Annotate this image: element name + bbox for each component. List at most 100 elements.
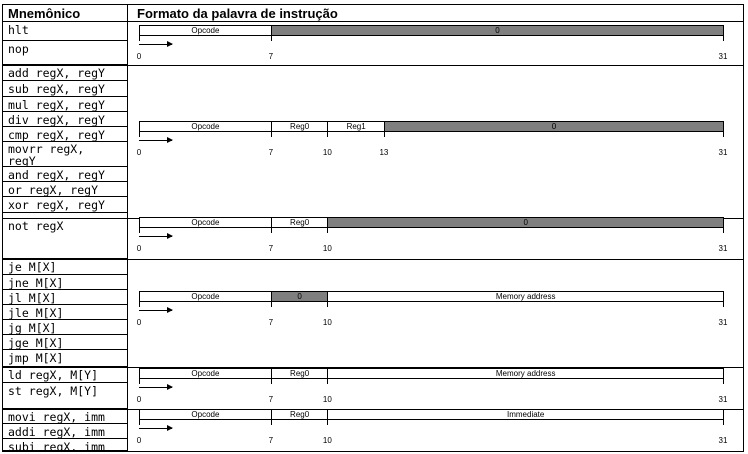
bit-tick xyxy=(270,36,272,41)
bit-position-label: 7 xyxy=(268,395,274,404)
bit-tick xyxy=(270,379,272,384)
mnemonic-cell: and regX, regY xyxy=(3,167,127,182)
mnemonic-cell: st regX, M[Y] xyxy=(3,383,127,409)
bit-position-label: 10 xyxy=(322,436,332,445)
header-mnemonic: Mnemônico xyxy=(3,5,127,22)
bit-field: Opcode xyxy=(139,409,272,420)
bit-tick xyxy=(723,228,724,233)
bit-field: 0 xyxy=(383,121,724,132)
mnemonic-cell: movrr regX, regY xyxy=(3,142,127,167)
bit-position-label: 10 xyxy=(322,148,332,157)
header-format: Formato da palavra de instrução xyxy=(127,5,743,22)
bit-tick xyxy=(723,420,724,425)
bit-position-label: 0 xyxy=(136,318,142,327)
bit-tick xyxy=(270,420,272,425)
bit-tick xyxy=(327,132,329,137)
bit-tick xyxy=(139,302,140,307)
mnemonic-cell: jne M[X] xyxy=(3,275,127,290)
bit-position-label: 7 xyxy=(268,318,274,327)
mnemonic-cell: jl M[X] xyxy=(3,290,127,305)
mnemonic-cell: mul regX, regY xyxy=(3,97,127,112)
bit-field: 0 xyxy=(270,25,724,36)
mnemonic-cell: addi regX, imm xyxy=(3,424,127,439)
bit-position-label: 0 xyxy=(136,244,142,253)
bit-position-label: 7 xyxy=(268,436,274,445)
mnemonic-cell: sub regX, regY xyxy=(3,81,127,97)
bit-field: Memory address xyxy=(327,368,724,379)
bit-field: Opcode xyxy=(139,368,272,379)
bit-position-label: 7 xyxy=(268,148,274,157)
bit-tick xyxy=(270,132,272,137)
bit-position-label: 31 xyxy=(718,395,728,404)
instruction-word-diagram: Opcode 0 0 7 31 xyxy=(128,25,743,65)
bit-order-arrow xyxy=(139,307,173,313)
bit-position-label: 7 xyxy=(268,244,274,253)
column-divider xyxy=(127,5,128,451)
bit-tick xyxy=(723,132,724,137)
bit-tick xyxy=(723,379,724,384)
mnemonic-cell: ld regX, M[Y] xyxy=(3,367,127,383)
bit-position-label: 7 xyxy=(268,52,274,61)
bit-order-arrow xyxy=(139,41,173,47)
bit-field: 0 xyxy=(270,291,329,302)
mnemonic-cell: jmp M[X] xyxy=(3,350,127,367)
bit-field: Reg0 xyxy=(270,217,329,228)
bit-field: Opcode xyxy=(139,121,272,132)
bit-tick xyxy=(383,132,385,137)
bit-field: Opcode xyxy=(139,25,272,36)
mnemonic-cell: cmp regX, regY xyxy=(3,127,127,142)
mnemonic-cell: or regX, regY xyxy=(3,182,127,197)
mnemonic-cell: jge M[X] xyxy=(3,335,127,350)
bit-field: Immediate xyxy=(327,409,724,420)
group-separator xyxy=(3,65,743,66)
mnemonic-cell: add regX, regY xyxy=(3,65,127,81)
bit-position-label: 0 xyxy=(136,52,142,61)
mnemonic-cell: nop xyxy=(3,41,127,65)
bit-tick xyxy=(327,228,329,233)
bit-position-label: 31 xyxy=(718,52,728,61)
bit-tick xyxy=(139,132,140,137)
bit-field: 0 xyxy=(327,217,724,228)
bit-position-label: 0 xyxy=(136,148,142,157)
bit-position-label: 13 xyxy=(379,148,389,157)
bit-tick xyxy=(139,420,140,425)
bit-tick xyxy=(327,302,329,307)
mnemonic-cell: subi regX, imm xyxy=(3,439,127,451)
bit-tick xyxy=(327,379,329,384)
group-separator xyxy=(3,259,743,260)
bit-order-arrow xyxy=(139,137,173,143)
bit-field: Opcode xyxy=(139,291,272,302)
bit-position-label: 10 xyxy=(322,318,332,327)
bit-field: Memory address xyxy=(327,291,724,302)
instruction-word-diagram: Opcode Reg0 Immediate 0 7 10 31 xyxy=(128,409,743,449)
bit-position-label: 31 xyxy=(718,244,728,253)
mnemonic-cell: hlt xyxy=(3,22,127,41)
mnemonic-cell: jg M[X] xyxy=(3,320,127,335)
bit-tick xyxy=(139,36,140,41)
bit-order-arrow xyxy=(139,233,173,239)
mnemonic-cell: movi regX, imm xyxy=(3,409,127,424)
bit-position-label: 31 xyxy=(718,318,728,327)
instruction-word-diagram: Opcode Reg0 0 0 7 10 31 xyxy=(128,217,743,257)
bit-field: Reg0 xyxy=(270,121,329,132)
bit-tick xyxy=(139,379,140,384)
bit-position-label: 31 xyxy=(718,148,728,157)
mnemonic-cell: div regX, regY xyxy=(3,112,127,127)
bit-position-label: 0 xyxy=(136,395,142,404)
mnemonic-cell: xor regX, regY xyxy=(3,197,127,213)
bit-position-label: 0 xyxy=(136,436,142,445)
bit-field: Reg1 xyxy=(327,121,385,132)
bit-field: Reg0 xyxy=(270,409,329,420)
bit-tick xyxy=(723,302,724,307)
mnemonic-cell: not regX xyxy=(3,218,127,259)
bit-order-arrow xyxy=(139,384,173,390)
mnemonic-cell: jle M[X] xyxy=(3,305,127,320)
instruction-format-table: Mnemônico Formato da palavra de instruçã… xyxy=(2,4,744,452)
bit-tick xyxy=(270,228,272,233)
instruction-word-diagram: Opcode Reg0 Reg1 0 0 7 10 13 31 xyxy=(128,121,743,161)
bit-order-arrow xyxy=(139,425,173,431)
mnemonic-cell: je M[X] xyxy=(3,259,127,275)
instruction-word-diagram: Opcode Reg0 Memory address 0 7 10 31 xyxy=(128,368,743,408)
bit-tick xyxy=(270,302,272,307)
bit-tick xyxy=(139,228,140,233)
